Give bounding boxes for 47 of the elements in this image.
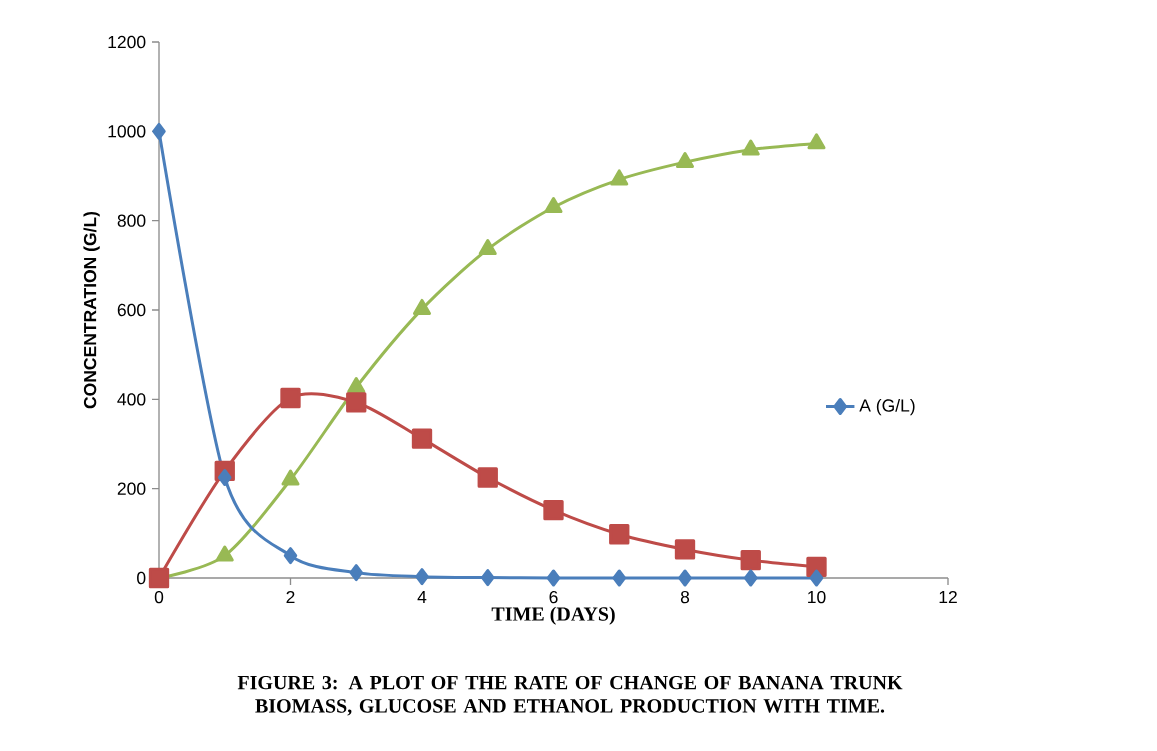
- caption: FIGURE 3: A PLOT OF THE RATE OF CHANGE OF BANANA TRUNK BIOMASS, GLUCOSE AND ETHANOL PRODUCTION WITH TIME.: [237, 675, 903, 716]
- point: [609, 524, 630, 545]
- y-tick-label: 1200: [108, 35, 146, 49]
- point: [744, 569, 758, 587]
- point: [543, 499, 564, 521]
- x-tick-label: 4: [417, 590, 427, 603]
- y-tick-label: 200: [117, 482, 146, 495]
- x-axis-title: TIME (DAYS): [491, 606, 615, 625]
- y-tick-label: 0: [137, 571, 146, 585]
- point: [675, 151, 695, 168]
- point: [413, 298, 432, 315]
- point: [218, 469, 232, 486]
- point: [415, 568, 429, 586]
- point: [610, 169, 629, 186]
- point: [346, 392, 367, 413]
- y-tick-label: 1000: [108, 125, 146, 138]
- y-axis-title: CONCENTRATION (G/L): [83, 211, 100, 409]
- point: [411, 428, 433, 449]
- point: [152, 122, 166, 140]
- y-tick-label: 600: [117, 303, 146, 317]
- x-tick-label: 2: [286, 590, 295, 604]
- point: [281, 469, 300, 486]
- point: [349, 564, 363, 582]
- point: [280, 387, 301, 409]
- x-tick-label: 12: [939, 590, 957, 604]
- point: [481, 569, 495, 587]
- legend-label: A (G/L): [859, 398, 915, 416]
- y-tick-label: 800: [117, 214, 146, 227]
- point: [478, 239, 497, 256]
- point: [740, 549, 761, 571]
- point: [283, 547, 298, 565]
- point: [678, 569, 692, 587]
- point: [477, 467, 498, 488]
- point: [612, 569, 626, 587]
- x-tick-label: 8: [680, 590, 690, 604]
- y-tick-label: 400: [117, 393, 146, 406]
- point: [741, 139, 760, 156]
- point: [807, 133, 826, 150]
- x-tick-label: 10: [808, 590, 826, 604]
- point: [544, 197, 563, 214]
- point: [674, 539, 696, 560]
- point: [148, 567, 170, 589]
- x-tick-label: 0: [154, 590, 164, 604]
- x-tick-label: 6: [549, 590, 558, 604]
- point: [546, 569, 561, 587]
- point: [809, 569, 824, 587]
- point: [347, 377, 366, 394]
